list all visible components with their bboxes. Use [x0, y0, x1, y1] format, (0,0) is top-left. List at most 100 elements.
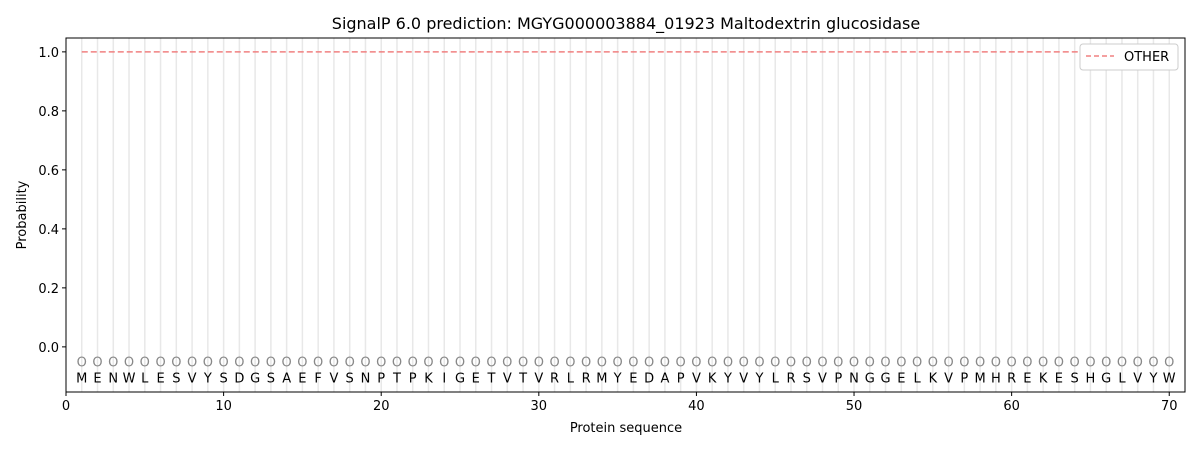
residue-letter: E	[472, 372, 480, 387]
chart-title: SignalP 6.0 prediction: MGYG000003884_01…	[332, 14, 920, 34]
predicted-label: O	[155, 356, 165, 371]
y-tick-label: 0.6	[38, 164, 59, 179]
residue-letter: E	[93, 372, 101, 387]
x-tick-label: 70	[1161, 399, 1178, 414]
residue-letter: K	[708, 372, 717, 387]
predicted-label: O	[250, 356, 260, 371]
predicted-label: O	[471, 356, 481, 371]
predicted-label: O	[1054, 356, 1064, 371]
x-tick-label: 50	[846, 399, 863, 414]
residue-letter: K	[424, 372, 433, 387]
residue-letter: E	[298, 372, 306, 387]
residue-letter: V	[944, 372, 953, 387]
x-tick-label: 0	[62, 399, 70, 414]
residue-letter: T	[518, 372, 527, 387]
predicted-label: O	[187, 356, 197, 371]
predicted-label: O	[691, 356, 701, 371]
residue-letter: S	[172, 372, 180, 387]
residue-letter: G	[1101, 372, 1111, 387]
predicted-label: O	[660, 356, 670, 371]
predicted-label: O	[502, 356, 512, 371]
residue-letter: S	[1071, 372, 1079, 387]
residue-letter: G	[250, 372, 260, 387]
predicted-label: O	[108, 356, 118, 371]
predicted-label: O	[1148, 356, 1158, 371]
y-tick-label: 1.0	[38, 46, 59, 61]
residue-letter: V	[534, 372, 543, 387]
residue-letter: E	[629, 372, 637, 387]
residue-letter: M	[76, 372, 87, 387]
predicted-label: O	[171, 356, 181, 371]
residue-letter: P	[834, 372, 842, 387]
predicted-label: O	[597, 356, 607, 371]
x-tick-label: 20	[373, 399, 390, 414]
residue-letter: M	[975, 372, 986, 387]
predicted-label: O	[943, 356, 953, 371]
residue-letter: S	[219, 372, 227, 387]
predicted-label: O	[975, 356, 985, 371]
residue-letter: V	[692, 372, 701, 387]
y-tick-label: 0.0	[38, 341, 59, 356]
predicted-label: O	[928, 356, 938, 371]
x-tick-label: 40	[688, 399, 705, 414]
predicted-label: O	[1085, 356, 1095, 371]
x-tick-label: 10	[215, 399, 232, 414]
predicted-label: O	[644, 356, 654, 371]
residue-letter: G	[881, 372, 891, 387]
residue-letter: H	[1086, 372, 1096, 387]
residue-letter: R	[786, 372, 795, 387]
predicted-label: O	[1007, 356, 1017, 371]
y-tick-label: 0.2	[38, 282, 59, 297]
predicted-label: O	[786, 356, 796, 371]
residue-letter: P	[377, 372, 385, 387]
residue-letter: R	[1007, 372, 1016, 387]
residue-letter: D	[644, 372, 654, 387]
residue-letter: L	[913, 372, 921, 387]
predicted-label: O	[754, 356, 764, 371]
residue-letter: G	[865, 372, 875, 387]
legend: OTHER	[1079, 43, 1179, 71]
residue-letter: Y	[754, 372, 763, 387]
residue-letter: Y	[1149, 372, 1158, 387]
legend-box	[1079, 43, 1179, 71]
predicted-label: O	[455, 356, 465, 371]
residue-letter: M	[596, 372, 607, 387]
x-tick-label: 60	[1003, 399, 1020, 414]
predicted-label: O	[991, 356, 1001, 371]
residue-letter: S	[267, 372, 275, 387]
residue-letter: Y	[203, 372, 212, 387]
residue-letter: W	[1163, 372, 1176, 387]
residue-letter: S	[803, 372, 811, 387]
residue-letter: D	[234, 372, 244, 387]
residue-letter: P	[409, 372, 417, 387]
predicted-label: O	[423, 356, 433, 371]
residue-letter: Y	[613, 372, 622, 387]
predicted-label: O	[345, 356, 355, 371]
predicted-label: O	[329, 356, 339, 371]
residue-letter: F	[314, 372, 321, 387]
predicted-label: O	[518, 356, 528, 371]
residue-letter: K	[1039, 372, 1048, 387]
residue-letter: L	[1118, 372, 1126, 387]
predicted-label: O	[77, 356, 87, 371]
residue-letter: R	[582, 372, 591, 387]
residue-letter: A	[660, 372, 669, 387]
predicted-label: O	[360, 356, 370, 371]
predicted-label: O	[1117, 356, 1127, 371]
predicted-label: O	[628, 356, 638, 371]
residue-letter: V	[1133, 372, 1142, 387]
predicted-label: O	[408, 356, 418, 371]
predicted-label: O	[266, 356, 276, 371]
residue-letter: V	[739, 372, 748, 387]
predicted-label: O	[1133, 356, 1143, 371]
residue-letter: Y	[723, 372, 732, 387]
predicted-label: O	[140, 356, 150, 371]
residue-letter: W	[123, 372, 136, 387]
legend-label-other: OTHER	[1124, 50, 1169, 65]
predicted-label: O	[849, 356, 859, 371]
residue-letter: T	[487, 372, 496, 387]
predicted-label: O	[676, 356, 686, 371]
residue-letter: E	[1023, 372, 1031, 387]
residue-letter: L	[567, 372, 575, 387]
